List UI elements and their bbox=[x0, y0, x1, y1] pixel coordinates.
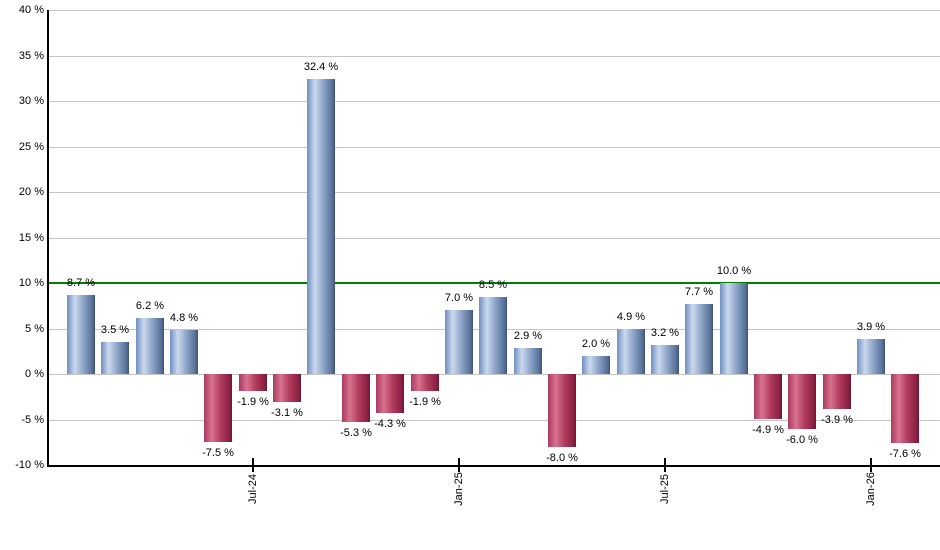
bar-positive bbox=[685, 304, 713, 374]
gridline bbox=[48, 374, 940, 375]
x-axis-tick-label: Jan-25 bbox=[453, 472, 465, 506]
bar-negative bbox=[342, 374, 370, 422]
bar-value-label: 3.5 % bbox=[100, 324, 130, 336]
x-axis-tick bbox=[252, 458, 254, 472]
bar-value-label: 10.0 % bbox=[716, 265, 752, 277]
bar-positive bbox=[170, 330, 198, 374]
y-axis-tick-label: -5 % bbox=[21, 414, 44, 426]
bar-value-label: 32.4 % bbox=[303, 61, 339, 73]
y-axis-tick-label: -10 % bbox=[15, 459, 44, 471]
x-axis-tick-label: Jan-26 bbox=[865, 472, 877, 506]
gridline bbox=[48, 420, 940, 421]
bar-positive bbox=[479, 297, 507, 374]
bar-negative bbox=[411, 374, 439, 391]
bar-negative bbox=[376, 374, 404, 413]
y-axis-tick-label: 25 % bbox=[18, 141, 44, 153]
bar-negative bbox=[204, 374, 232, 442]
bar-positive bbox=[582, 356, 610, 374]
bar-value-label: -8.0 % bbox=[546, 452, 578, 464]
bar-value-label: 2.0 % bbox=[581, 338, 611, 350]
bar-value-label: 6.2 % bbox=[135, 300, 165, 312]
bar-positive bbox=[307, 79, 335, 374]
x-axis-line bbox=[47, 465, 940, 467]
bar-negative bbox=[548, 374, 576, 447]
y-axis-tick-label: 35 % bbox=[18, 50, 44, 62]
bar-positive bbox=[720, 283, 748, 374]
bar-negative bbox=[891, 374, 919, 443]
y-axis-line bbox=[47, 10, 49, 467]
bar-value-label: 3.9 % bbox=[856, 321, 886, 333]
bar-negative bbox=[788, 374, 816, 429]
bar-negative bbox=[823, 374, 851, 409]
bar-value-label: 8.5 % bbox=[478, 279, 508, 291]
bar-value-label: 4.8 % bbox=[169, 312, 199, 324]
bar-value-label: -1.9 % bbox=[409, 396, 441, 408]
bar-value-label: 3.2 % bbox=[650, 327, 680, 339]
gridline bbox=[48, 10, 940, 11]
gridline bbox=[48, 147, 940, 148]
bar-positive bbox=[651, 345, 679, 374]
bar-negative bbox=[754, 374, 782, 419]
bar-value-label: -5.3 % bbox=[340, 427, 372, 439]
bar-value-label: 8.7 % bbox=[66, 277, 96, 289]
bar-value-label: 7.0 % bbox=[444, 292, 474, 304]
reference-line bbox=[48, 282, 940, 284]
x-axis-tick-label: Jul-24 bbox=[247, 474, 259, 504]
bar-positive bbox=[101, 342, 129, 374]
bar-positive bbox=[67, 295, 95, 374]
y-axis-tick-label: 40 % bbox=[18, 4, 44, 16]
bar-value-label: -3.9 % bbox=[821, 414, 853, 426]
bar-value-label: 2.9 % bbox=[513, 330, 543, 342]
bar-value-label: -3.1 % bbox=[271, 407, 303, 419]
y-axis-tick-label: 5 % bbox=[25, 323, 44, 335]
gridline bbox=[48, 192, 940, 193]
y-axis-tick-label: 30 % bbox=[18, 95, 44, 107]
bar-positive bbox=[136, 318, 164, 374]
bar-value-label: -7.6 % bbox=[889, 448, 921, 460]
bar-value-label: 7.7 % bbox=[684, 286, 714, 298]
x-axis-tick bbox=[664, 458, 666, 472]
bar-positive bbox=[514, 348, 542, 374]
x-axis-tick bbox=[870, 458, 872, 472]
bar-value-label: -6.0 % bbox=[786, 434, 818, 446]
y-axis-tick-label: 0 % bbox=[25, 368, 44, 380]
x-axis-tick bbox=[458, 458, 460, 472]
y-axis-tick-label: 15 % bbox=[18, 232, 44, 244]
bar-value-label: -1.9 % bbox=[237, 396, 269, 408]
bar-value-label: -7.5 % bbox=[202, 447, 234, 459]
bar-positive bbox=[857, 339, 885, 374]
bar-positive bbox=[445, 310, 473, 374]
bar-negative bbox=[239, 374, 267, 391]
bar-negative bbox=[273, 374, 301, 402]
bar-value-label: -4.3 % bbox=[374, 418, 406, 430]
bar-positive bbox=[617, 329, 645, 374]
gridline bbox=[48, 101, 940, 102]
gridline bbox=[48, 238, 940, 239]
bar-value-label: 4.9 % bbox=[616, 311, 646, 323]
y-axis-tick-label: 10 % bbox=[18, 277, 44, 289]
x-axis-tick-label: Jul-25 bbox=[659, 474, 671, 504]
gridline bbox=[48, 56, 940, 57]
bar-value-label: -4.9 % bbox=[752, 424, 784, 436]
y-axis-tick-label: 20 % bbox=[18, 186, 44, 198]
